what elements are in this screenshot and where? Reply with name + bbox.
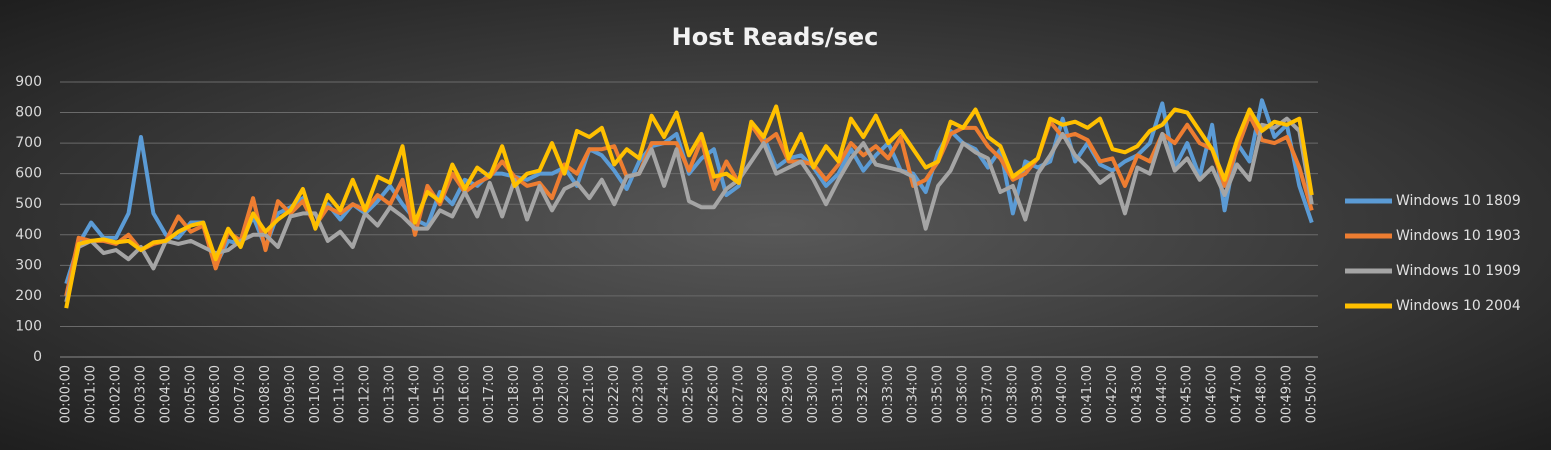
x-tick-label: 00:40:00 bbox=[1055, 365, 1070, 423]
chart-title: Host Reads/sec bbox=[672, 23, 879, 51]
legend-label: Windows 10 1809 bbox=[1396, 193, 1521, 209]
x-tick-label: 00:49:00 bbox=[1279, 365, 1294, 423]
x-tick-label: 00:39:00 bbox=[1030, 365, 1045, 423]
series-line bbox=[64, 104, 1314, 309]
x-tick-label: 00:10:00 bbox=[308, 365, 323, 423]
x-tick-label: 00:41:00 bbox=[1080, 365, 1095, 423]
x-tick-label: 00:25:00 bbox=[682, 365, 697, 423]
x-tick-label: 00:14:00 bbox=[407, 365, 422, 423]
x-tick-label: 00:33:00 bbox=[881, 365, 896, 423]
x-tick-label: 00:27:00 bbox=[731, 365, 746, 423]
x-tick-label: 00:19:00 bbox=[532, 365, 547, 423]
x-tick-label: 00:09:00 bbox=[283, 365, 298, 423]
x-tick-label: 00:43:00 bbox=[1130, 365, 1145, 423]
x-tick-label: 00:20:00 bbox=[557, 365, 572, 423]
x-tick-label: 00:08:00 bbox=[258, 365, 273, 423]
y-tick-label: 0 bbox=[33, 349, 42, 365]
x-tick-label: 00:23:00 bbox=[632, 365, 647, 423]
x-tick-label: 00:00:00 bbox=[59, 365, 74, 423]
x-tick-label: 00:24:00 bbox=[657, 365, 672, 423]
x-tick-label: 00:31:00 bbox=[831, 365, 846, 423]
x-tick-label: 00:30:00 bbox=[806, 365, 821, 423]
x-tick-label: 00:32:00 bbox=[856, 365, 871, 423]
x-tick-label: 00:17:00 bbox=[482, 365, 497, 423]
x-tick-label: 00:15:00 bbox=[432, 365, 447, 423]
series-line bbox=[64, 113, 1314, 297]
x-tick-label: 00:50:00 bbox=[1304, 365, 1319, 423]
y-tick-label: 500 bbox=[15, 196, 42, 212]
x-tick-label: 00:28:00 bbox=[756, 365, 771, 423]
x-tick-label: 00:46:00 bbox=[1205, 365, 1220, 423]
x-tick-label: 00:02:00 bbox=[109, 365, 124, 423]
y-tick-label: 200 bbox=[15, 288, 42, 304]
x-tick-label: 00:18:00 bbox=[507, 365, 522, 423]
x-tick-label: 00:11:00 bbox=[333, 365, 348, 423]
series-line bbox=[64, 116, 1314, 303]
x-tick-label: 00:42:00 bbox=[1105, 365, 1120, 423]
legend-label: Windows 10 2004 bbox=[1396, 298, 1521, 314]
x-tick-label: 00:48:00 bbox=[1254, 365, 1269, 423]
x-tick-label: 00:13:00 bbox=[383, 365, 398, 423]
x-tick-label: 00:36:00 bbox=[956, 365, 971, 423]
legend-label: Windows 10 1903 bbox=[1396, 228, 1521, 244]
x-tick-label: 00:06:00 bbox=[208, 365, 223, 423]
x-tick-label: 00:44:00 bbox=[1155, 365, 1170, 423]
x-tick-label: 00:16:00 bbox=[457, 365, 472, 423]
x-tick-label: 00:03:00 bbox=[133, 365, 148, 423]
x-tick-label: 00:22:00 bbox=[607, 365, 622, 423]
y-tick-label: 900 bbox=[15, 74, 42, 90]
y-tick-label: 400 bbox=[15, 227, 42, 243]
x-tick-label: 00:38:00 bbox=[1005, 365, 1020, 423]
x-tick-label: 00:47:00 bbox=[1230, 365, 1245, 423]
x-tick-label: 00:45:00 bbox=[1180, 365, 1195, 423]
y-tick-label: 100 bbox=[15, 318, 42, 334]
x-tick-label: 00:29:00 bbox=[781, 365, 796, 423]
y-tick-label: 600 bbox=[15, 166, 42, 182]
x-tick-label: 00:26:00 bbox=[706, 365, 721, 423]
x-tick-label: 00:35:00 bbox=[931, 365, 946, 423]
x-tick-label: 00:12:00 bbox=[358, 365, 373, 423]
y-tick-label: 300 bbox=[15, 257, 42, 273]
x-tick-label: 00:05:00 bbox=[183, 365, 198, 423]
x-tick-label: 00:21:00 bbox=[582, 365, 597, 423]
x-tick-label: 00:07:00 bbox=[233, 365, 248, 423]
x-tick-label: 00:04:00 bbox=[158, 365, 173, 423]
y-tick-label: 700 bbox=[15, 135, 42, 151]
y-tick-label: 800 bbox=[15, 105, 42, 121]
x-tick-label: 00:34:00 bbox=[906, 365, 921, 423]
x-tick-label: 00:01:00 bbox=[84, 365, 99, 423]
legend-label: Windows 10 1909 bbox=[1396, 263, 1521, 279]
x-tick-label: 00:37:00 bbox=[980, 365, 995, 423]
